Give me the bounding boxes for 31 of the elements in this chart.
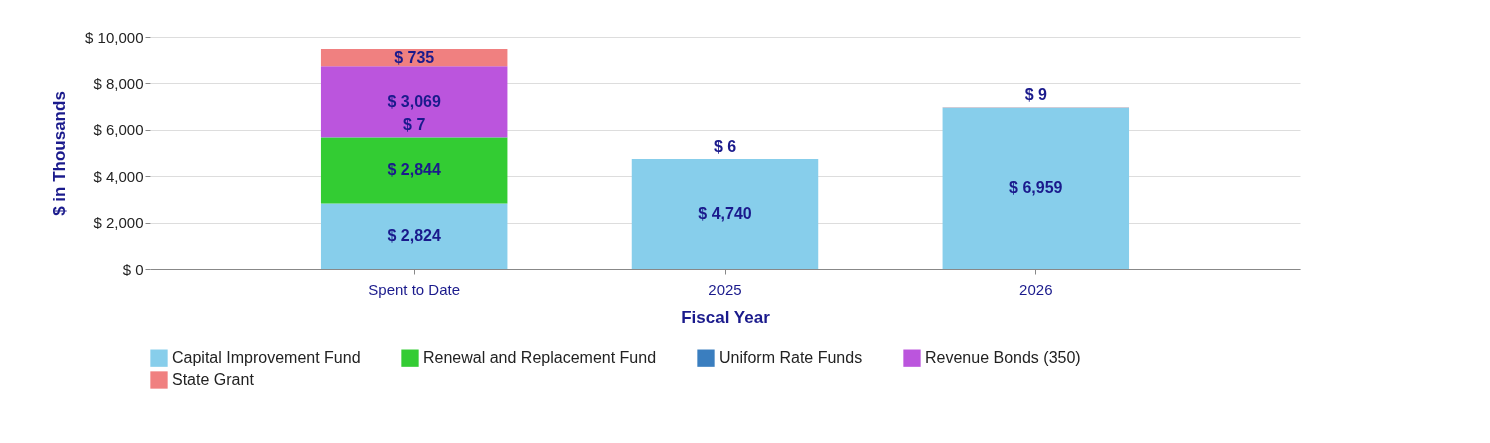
y-axis-title: $ in Thousands bbox=[50, 91, 70, 216]
y-tick-label: $ 4,000 bbox=[93, 167, 144, 185]
x-tick-label: Spent to Date bbox=[368, 280, 461, 298]
data-label: $ 6 bbox=[713, 137, 737, 155]
data-label: $ 6,959 bbox=[1009, 179, 1063, 197]
data-label: $ 2,844 bbox=[387, 161, 441, 179]
legend-label: Uniform Rate Funds bbox=[719, 349, 863, 367]
y-tick-label: $ 6,000 bbox=[93, 121, 144, 139]
y-tick-label: $ 8,000 bbox=[93, 74, 144, 92]
y-tick-label: $ 2,000 bbox=[93, 214, 144, 232]
x-tick-label: 2026 bbox=[1019, 280, 1053, 298]
data-label: $ 2,824 bbox=[387, 227, 441, 245]
data-label: $ 4,740 bbox=[698, 205, 752, 223]
bar bbox=[320, 137, 508, 204]
bar bbox=[631, 159, 819, 269]
y-tick-label: $ 0 bbox=[122, 260, 144, 278]
legend-label: Capital Improvement Fund bbox=[172, 349, 361, 367]
bar bbox=[320, 203, 508, 269]
bar bbox=[942, 107, 1130, 269]
bar bbox=[320, 49, 508, 67]
bar bbox=[320, 66, 508, 138]
legend-label: State Grant bbox=[172, 371, 255, 388]
legend-label: Revenue Bonds (350) bbox=[925, 349, 1081, 367]
data-label: $ 735 bbox=[394, 48, 435, 66]
data-label: $ 7 bbox=[403, 116, 426, 134]
x-axis-title: Fiscal Year bbox=[681, 307, 771, 327]
legend-label: Renewal and Replacement Fund bbox=[423, 349, 657, 367]
x-tick-label: 2025 bbox=[708, 280, 742, 298]
data-label: $ 9 bbox=[1024, 86, 1048, 104]
data-label: $ 3,069 bbox=[387, 92, 441, 110]
y-tick-label: $ 10,000 bbox=[85, 28, 144, 46]
